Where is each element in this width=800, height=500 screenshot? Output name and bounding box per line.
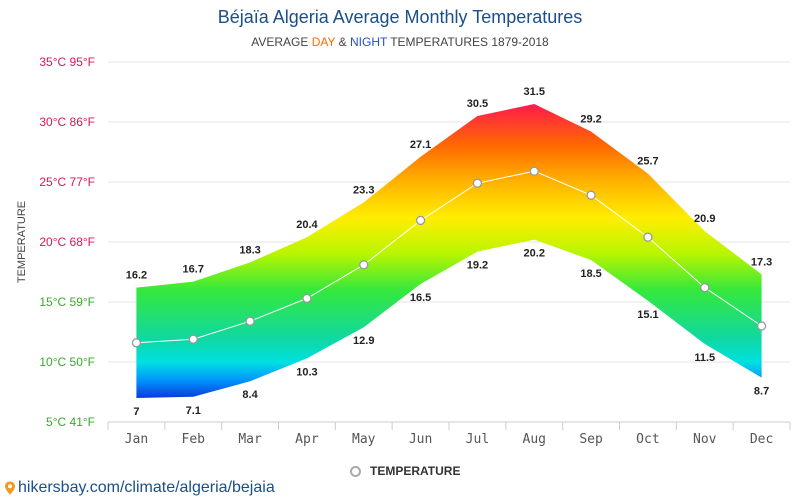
chart-legend[interactable]: TEMPERATURE [350,464,460,478]
x-tick-label: Jul [466,432,489,447]
day-value-label: 30.5 [467,98,488,110]
x-tick-label: Jan [125,432,148,447]
temperature-point [586,190,596,200]
subtitle-prefix: AVERAGE [251,35,312,49]
y-tick-label: 15°C 59°F [39,295,95,309]
source-url: hikersbay.com/climate/algeria/bejaia [18,479,275,496]
y-tick-label: 10°C 50°F [39,355,95,369]
night-value-label: 19.2 [467,260,488,272]
x-tick-label: Mar [238,432,262,447]
subtitle-night: NIGHT [349,35,388,49]
day-value-label: 25.7 [637,156,658,168]
temperature-point [359,260,369,270]
temperature-line [136,170,762,344]
subtitle-amp: & [335,35,350,49]
temperature-point [700,282,710,293]
day-value-label: 20.9 [694,213,715,225]
night-value-label: 7.1 [186,405,201,417]
y-tick-label: 35°C 95°F [39,55,95,69]
day-night-area [136,104,762,398]
day-value-label: 27.1 [410,139,431,151]
temperature-point [131,338,142,348]
night-value-label: 8.4 [242,389,258,401]
night-value-label: 7 [133,406,139,418]
night-value-label: 20.2 [524,248,545,260]
night-value-label: 12.9 [353,335,374,347]
map-pin-icon [5,481,15,495]
temperature-point [188,334,198,344]
night-value-label: 8.7 [754,386,769,398]
legend-label: TEMPERATURE [370,464,461,478]
night-value-label: 18.5 [580,268,601,280]
y-tick-label: 25°C 77°F [39,175,95,189]
day-value-label: 20.4 [296,219,318,231]
day-value-label: 16.7 [183,264,204,276]
temperature-point [245,316,255,326]
chart-subtitle: AVERAGE DAY & NIGHT TEMPERATURES 1879-20… [0,35,800,49]
temperature-point [415,215,426,226]
subtitle-suffix: TEMPERATURES 1879-2018 [387,35,549,49]
y-axis-title: TEMPERATURE [16,201,28,283]
temperature-point [529,166,539,176]
x-tick-label: Jun [409,432,432,447]
y-tick-label: 5°C 41°F [46,415,95,429]
temperature-point [756,321,767,331]
x-tick-label: Apr [295,432,319,447]
day-value-label: 29.2 [580,114,601,126]
source-link[interactable]: hikersbay.com/climate/algeria/bejaia [4,479,275,497]
temperature-point [472,178,483,188]
day-value-label: 18.3 [239,244,260,256]
temperature-point [302,293,312,304]
chart-title: Béjaïa Algeria Average Monthly Temperatu… [217,7,583,27]
x-tick-label: Aug [523,432,546,447]
night-value-label: 16.5 [410,292,431,304]
x-tick-label: Feb [182,432,206,447]
legend-marker-icon [350,465,361,477]
y-tick-label: 30°C 86°F [39,115,95,129]
night-value-label: 10.3 [296,366,317,378]
temperature-point [643,232,653,242]
day-value-label: 31.5 [524,86,545,98]
x-tick-label: Oct [636,432,659,447]
y-tick-label: 20°C 68°F [39,235,95,249]
x-tick-label: Nov [693,432,717,447]
x-tick-label: May [352,432,376,447]
night-value-label: 11.5 [694,352,715,364]
x-tick-label: Dec [750,432,773,447]
day-value-label: 16.2 [126,270,147,282]
night-value-label: 15.1 [637,309,658,321]
day-value-label: 17.3 [751,256,772,268]
subtitle-day: DAY [311,35,336,49]
x-tick-label: Sep [579,432,603,447]
day-value-label: 23.3 [353,184,374,196]
